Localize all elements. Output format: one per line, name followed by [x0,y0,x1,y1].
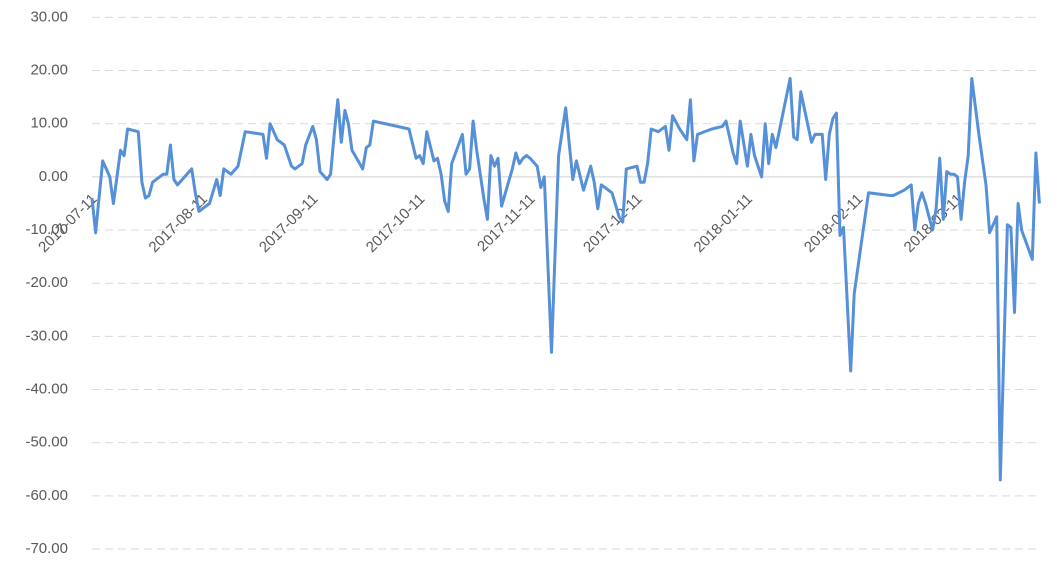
y-tick-label: -40.00 [25,380,68,397]
y-tick-label: -60.00 [25,487,68,504]
data-line [90,77,1041,482]
y-tick-label: -10.00 [25,221,68,238]
y-tick-label: 30.00 [30,8,68,25]
x-tick-label: 2017-10-11 [363,190,428,255]
x-tick-label: 2017-09-11 [256,190,321,255]
y-tick-label: 10.00 [30,115,68,132]
y-tick-label: -30.00 [25,327,68,344]
x-tick-label: 2018-02-11 [801,190,866,255]
x-tick-label: 2018-01-11 [691,190,756,255]
x-tick-label: 2017-08-11 [146,190,211,255]
y-tick-label: 20.00 [30,62,68,79]
y-tick-label: -50.00 [25,434,68,451]
y-tick-label: -20.00 [25,274,68,291]
y-tick-label: -70.00 [25,540,68,557]
y-tick-label: 0.00 [39,168,68,185]
